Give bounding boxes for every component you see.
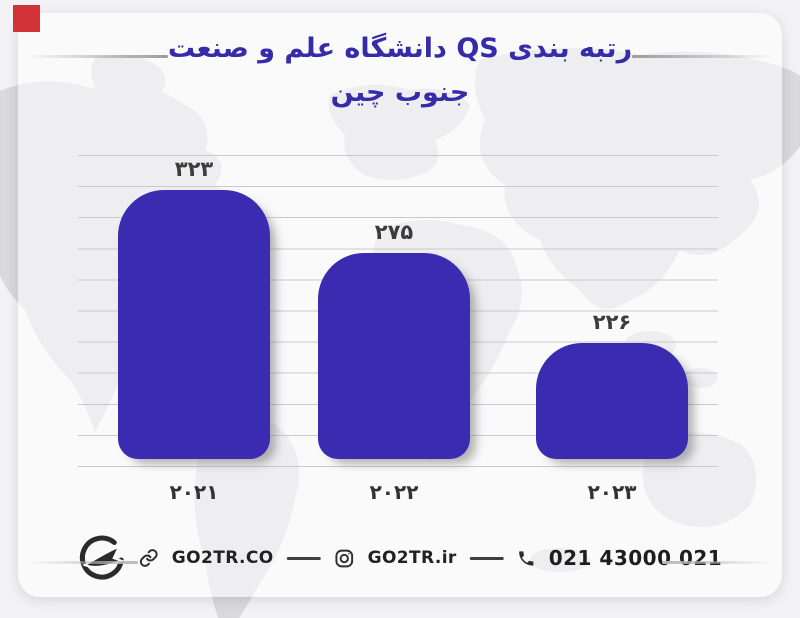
title-decor-line-right [632,55,774,58]
chart-title-line2: جنوب چین [330,77,470,108]
x-axis-label: ۲۰۲۲ [369,480,419,504]
website-label: GO2TR.CO [171,548,274,568]
go2tr-logo [79,535,126,580]
accent-red-square [13,5,40,32]
footer-separator [469,556,504,560]
title-decor-line-left [26,55,168,58]
bar [318,253,470,459]
instagram-icon [335,549,353,567]
bar-value-label: ۲۲۶ [592,310,632,334]
x-axis-label: ۲۰۲۳ [587,480,637,504]
bar-value-label: ۲۷۵ [374,220,414,244]
phone-label: 021 43000 021 [548,546,723,570]
footer-decor-line-left [26,561,138,564]
bar [536,343,688,459]
chart-title-line1: رتبه بندی QS دانشگاه علم و صنعت [167,33,633,64]
footer: GO2TR.CO GO2TR.ir 021 43000 021 [78,534,722,582]
instagram-label: GO2TR.ir [367,548,457,568]
phone-icon [519,550,534,566]
bar-value-label: ۳۲۳ [174,157,214,181]
footer-separator [286,556,321,560]
link-icon [139,549,158,567]
x-axis-label: ۲۰۲۱ [169,480,219,504]
footer-decor-line-right [662,561,774,564]
bar [118,190,270,459]
